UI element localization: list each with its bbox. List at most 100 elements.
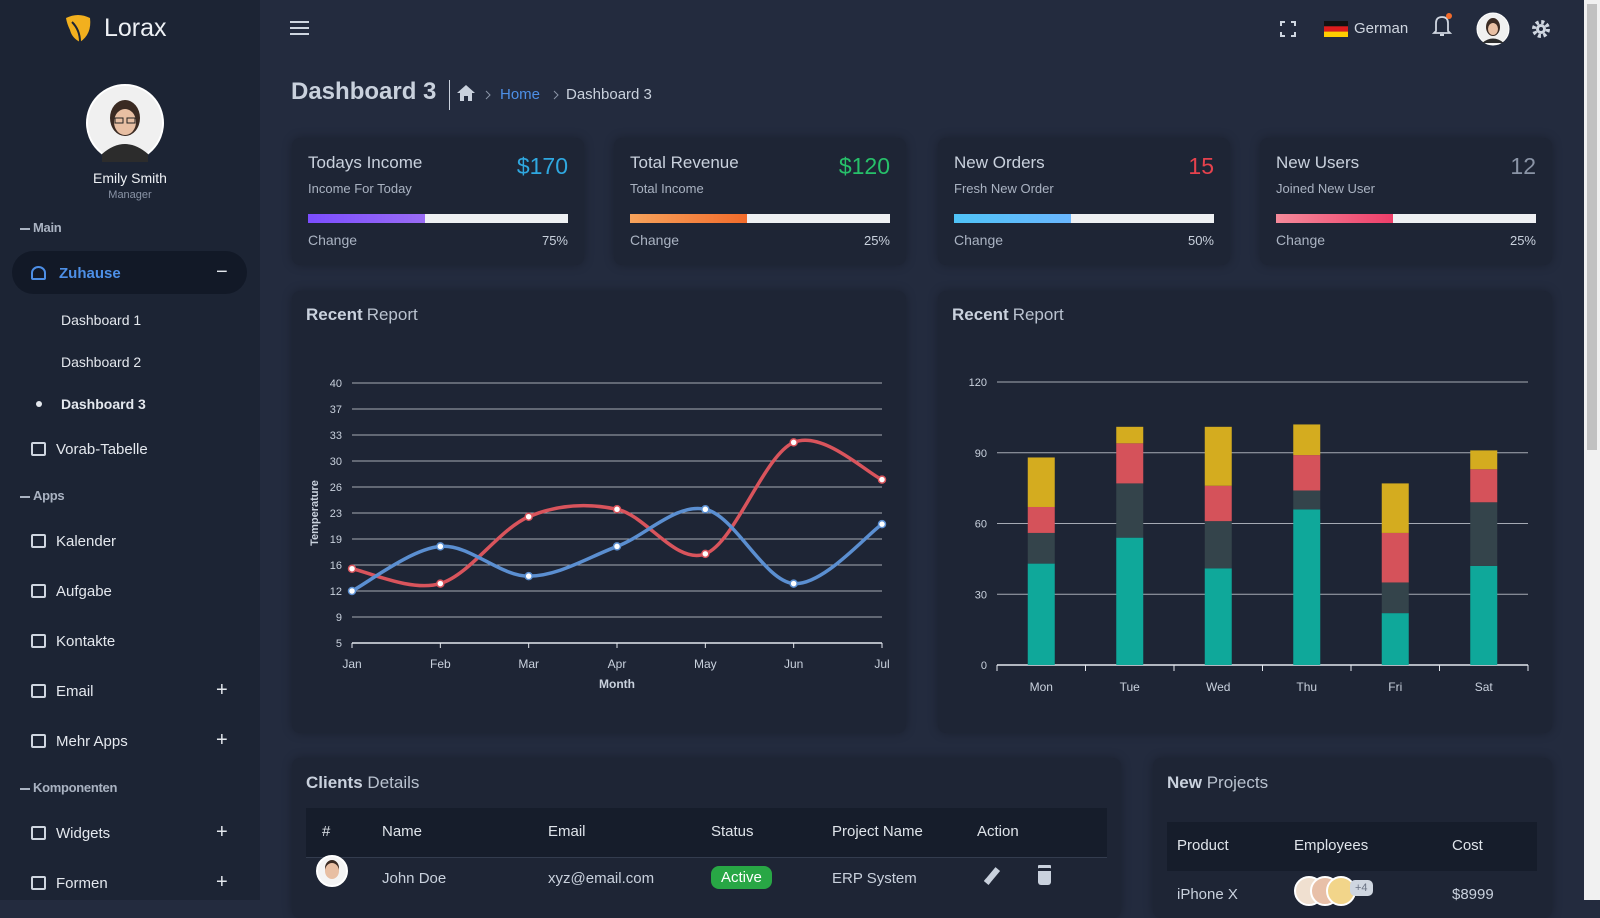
progress-bar [308, 214, 568, 223]
avatar-face [325, 863, 339, 879]
stat-change-label: Change [954, 232, 1004, 248]
user-avatar[interactable] [86, 84, 164, 162]
chart: Recent Report 0 30 60 90 120 Mon Tue Wed Thu Fri Sat [952, 305, 1529, 694]
x-tick-label: Jul [874, 657, 889, 671]
title-divider [449, 80, 450, 110]
y-tick-label: 12 [330, 586, 342, 598]
data-point [877, 475, 887, 484]
stat-card: New Orders 15 Fresh New Order Change 50% [938, 138, 1230, 265]
stat-title: Total Revenue [630, 153, 739, 172]
bar-segment [1381, 582, 1409, 614]
menu-toggle[interactable]: + [216, 821, 228, 843]
y-tick-label: 120 [969, 377, 987, 389]
table-header [1167, 822, 1537, 871]
bar-segment [1470, 565, 1498, 665]
stat-change-label: Change [1276, 232, 1326, 248]
x-tick-label: Wed [1206, 680, 1230, 694]
progress-bar [1276, 214, 1536, 223]
data-point [877, 519, 887, 529]
table-header-cell: Status [711, 823, 754, 840]
menu-toggle[interactable] [290, 20, 310, 36]
breadcrumb-link[interactable]: Home [500, 86, 541, 103]
menu-icon [31, 684, 46, 698]
submenu-item[interactable]: Dashboard 3 [0, 383, 260, 425]
data-point [436, 579, 445, 588]
table-header-cell: Name [382, 823, 423, 840]
stat-subtitle: Income For Today [308, 181, 412, 196]
x-tick-label: Thu [1296, 680, 1317, 694]
y-tick-label: 37 [330, 404, 342, 416]
bar-segment [1381, 532, 1409, 583]
menu-section: Main [0, 207, 260, 249]
menu-label: Kontakte [56, 633, 116, 650]
scrollbar-thumb[interactable] [1587, 4, 1597, 450]
submenu-item[interactable]: Dashboard 1 [61, 312, 142, 328]
menu-toggle[interactable]: + [216, 871, 228, 893]
chart: Recent Report 5 9 12 16 19 23 26 30 33 37 40 Jan Feb Ma… [306, 305, 890, 691]
bar-segment [1027, 532, 1055, 564]
menu-icon [31, 266, 46, 280]
language-selector[interactable]: German [1354, 20, 1409, 37]
menu-item[interactable]: Aufgabe [0, 567, 260, 617]
menu-toggle[interactable]: + [216, 679, 228, 701]
table-header-cell: Email [548, 823, 586, 840]
stat-title: Todays Income [308, 153, 423, 172]
settings-button[interactable] [1530, 18, 1552, 40]
notifications-button[interactable] [1432, 12, 1454, 38]
line-chart-card: Recent Report 5 9 12 16 19 23 26 30 33 37 40 Jan Feb Ma… [292, 291, 906, 733]
sidebar: Lorax Emily Smith Manager Main Zuhause − Da… [0, 0, 260, 900]
profile-avatar[interactable] [1476, 12, 1510, 46]
stat-value: $170 [516, 153, 568, 179]
x-tick-label: Jan [342, 657, 361, 671]
menu-item[interactable]: Kontakte [0, 617, 260, 667]
topbar: German [260, 0, 1584, 58]
bar-segment [1027, 506, 1055, 533]
bar-segment [1204, 426, 1232, 486]
bar-segment [1204, 568, 1232, 665]
menu-toggle[interactable]: − [216, 261, 228, 283]
stat-subtitle: Fresh New Order [954, 181, 1054, 196]
home-icon[interactable] [456, 84, 476, 102]
user-role: Manager [108, 189, 152, 201]
delete-button[interactable] [1038, 868, 1051, 885]
menu-item[interactable]: Zuhause − [0, 249, 260, 299]
menu-item[interactable]: Kalender [0, 517, 260, 567]
stat-title: New Orders [954, 153, 1045, 172]
fullscreen-button[interactable] [1280, 21, 1296, 37]
menu-toggle[interactable]: + [216, 729, 228, 751]
menu-item[interactable]: Formen + [0, 859, 260, 900]
stat-percent: 25% [863, 233, 890, 248]
menu-icon [31, 534, 46, 548]
menu-item[interactable]: Vorab-Tabelle [0, 425, 260, 475]
data-point [436, 542, 445, 551]
scrollbar[interactable] [1584, 0, 1600, 900]
bar-segment [1027, 563, 1055, 665]
data-point [789, 438, 798, 447]
y-tick-label: 19 [330, 534, 342, 546]
menu-item[interactable]: Email + [0, 667, 260, 717]
menu-icon [31, 584, 46, 598]
edit-button[interactable] [983, 867, 1001, 885]
y-tick-label: 90 [975, 448, 987, 460]
bar-segment [1116, 537, 1144, 665]
bar-segment [1293, 490, 1321, 510]
language-flag [1324, 21, 1348, 37]
progress-bar [954, 214, 1214, 223]
y-tick-label: 30 [975, 589, 987, 601]
table-header-cell: # [322, 823, 331, 840]
client-avatar [316, 855, 348, 887]
menu-icon [31, 634, 46, 648]
stat-change-label: Change [630, 232, 680, 248]
menu-item[interactable]: Mehr Apps + [0, 717, 260, 767]
y-tick-label: 9 [336, 612, 342, 624]
x-tick-label: Sat [1475, 680, 1494, 694]
data-point [701, 505, 710, 514]
x-tick-label: Jun [784, 657, 803, 671]
table-header-cell: Action [977, 823, 1019, 840]
menu-item[interactable]: Widgets + [0, 809, 260, 859]
clients-card: Clients Details # Name Email Status Project … [292, 758, 1121, 918]
submenu-item[interactable]: Dashboard 2 [61, 354, 142, 370]
title-rest: Report [367, 305, 418, 324]
x-tick-label: Tue [1120, 680, 1141, 694]
project-cost: $8999 [1452, 886, 1494, 903]
